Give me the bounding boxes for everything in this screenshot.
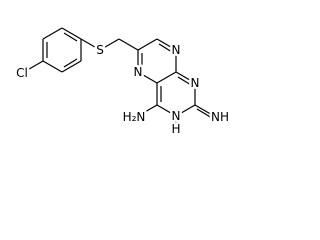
bond [156, 71, 177, 84]
bond [156, 104, 177, 117]
double-bond [196, 108, 213, 119]
atom-label: NH [211, 110, 229, 124]
bond [175, 104, 196, 117]
double-bond [177, 76, 192, 86]
atom-label: Cl [16, 66, 28, 80]
bond [99, 38, 120, 51]
molecule-diagram: Cl S N N N N H H₂N NH [14, 27, 232, 139]
double-bond [63, 58, 78, 68]
bond [137, 71, 158, 84]
atom-labels: Cl S N N N N H H₂N NH [14, 41, 232, 139]
double-bond [158, 43, 173, 53]
bond [156, 38, 177, 51]
atom-label: N [172, 109, 181, 123]
bond [42, 27, 63, 40]
bond [80, 38, 101, 51]
double-bond [63, 32, 78, 42]
bonds [23, 27, 215, 126]
atom-label: N [172, 43, 181, 57]
atom-label: S [96, 43, 104, 57]
atom-label: N [134, 65, 143, 79]
bond [137, 104, 158, 117]
bond [23, 60, 44, 73]
bond [42, 60, 63, 73]
atom-label: N [191, 76, 200, 90]
bond [61, 60, 82, 73]
bond [61, 27, 82, 40]
bond [137, 38, 158, 51]
atom-label: H₂N [123, 110, 146, 124]
bond [118, 38, 139, 51]
bond [175, 71, 196, 84]
atom-label: H [171, 122, 180, 136]
bond [194, 104, 215, 117]
